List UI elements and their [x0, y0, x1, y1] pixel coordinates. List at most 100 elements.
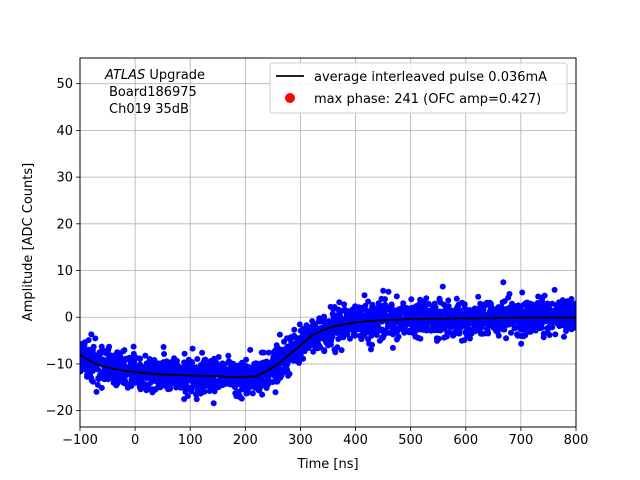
scatter-point [508, 329, 514, 336]
scatter-point [138, 377, 145, 384]
x-tick-label: 800 [564, 433, 589, 448]
scatter-point [456, 328, 463, 335]
scatter-point [208, 383, 215, 390]
scatter-point [92, 335, 99, 342]
scatter-point [193, 396, 200, 403]
scatter-point [445, 297, 452, 304]
scatter-points [80, 279, 576, 407]
scatter-point [379, 334, 386, 341]
scatter-point [331, 346, 338, 353]
scatter-point [272, 389, 279, 396]
scatter-point [400, 300, 407, 307]
scatter-point [510, 308, 517, 315]
scatter-point [210, 365, 217, 372]
scatter-point [539, 296, 546, 303]
scatter-point [520, 302, 527, 308]
scatter-point [540, 334, 547, 341]
scatter-point [149, 389, 156, 396]
scatter-point [222, 380, 229, 387]
scatter-point [189, 383, 196, 390]
scatter-point [215, 384, 222, 391]
scatter-point [408, 296, 415, 303]
scatter-point [572, 305, 576, 312]
scatter-point [436, 297, 443, 304]
scatter-point [201, 382, 208, 389]
scatter-point [160, 344, 167, 350]
board-label: Board186975 [109, 85, 197, 100]
scatter-point [356, 332, 363, 339]
scatter-point [143, 387, 150, 394]
scatter-point [188, 388, 195, 395]
x-axis-label: Time [ns] [296, 457, 358, 472]
scatter-point [93, 388, 100, 395]
scatter-point [522, 332, 529, 339]
scatter-point [174, 379, 181, 386]
scatter-point [88, 375, 95, 381]
scatter-point [313, 334, 320, 341]
scatter-point [258, 378, 265, 385]
scatter-point [225, 367, 232, 374]
scatter-point [428, 308, 435, 315]
scatter-point [568, 326, 575, 333]
scatter-point [205, 362, 212, 369]
channel-label: Ch019 35dB [109, 102, 189, 117]
scatter-point [561, 333, 567, 340]
scatter-point [185, 375, 192, 382]
scatter-point [290, 352, 297, 359]
scatter-point [80, 340, 85, 347]
legend-label-average: average interleaved pulse 0.036mA [314, 70, 547, 85]
scatter-point [556, 323, 563, 330]
scatter-point [88, 331, 95, 338]
scatter-point [464, 312, 471, 319]
scatter-point [199, 349, 206, 356]
scatter-point [568, 296, 575, 302]
scatter-point [375, 324, 382, 331]
scatter-point [157, 380, 164, 387]
scatter-point [380, 287, 387, 294]
scatter-point [538, 309, 545, 316]
scatter-point [234, 381, 240, 388]
legend-box [269, 62, 568, 114]
scatter-point [193, 378, 199, 385]
scatter-point [388, 301, 395, 308]
scatter-point [137, 382, 144, 389]
scatter-point [394, 308, 401, 315]
scatter-point [331, 319, 338, 326]
scatter-point [454, 319, 461, 326]
scatter-point [450, 332, 456, 339]
upgrade-label: Upgrade [145, 68, 205, 83]
scatter-point [485, 330, 492, 337]
scatter-point [335, 311, 342, 318]
scatter-point [369, 301, 376, 308]
scatter-point [237, 367, 244, 374]
scatter-point [105, 345, 112, 352]
scatter-point [250, 369, 257, 376]
scatter-point [458, 337, 465, 344]
scatter-point [277, 374, 284, 381]
scatter-point [227, 381, 234, 388]
scatter-point [547, 320, 554, 326]
scatter-point [189, 345, 196, 352]
scatter-point [551, 286, 558, 293]
scatter-point [411, 325, 418, 332]
scatter-point [561, 299, 568, 306]
scatter-point [231, 371, 238, 378]
scatter-point [133, 379, 140, 386]
scatter-point [529, 310, 536, 317]
scatter-point [549, 300, 556, 307]
scatter-point [258, 349, 265, 356]
scatter-point [280, 368, 287, 375]
scatter-point [519, 289, 526, 296]
x-tick-label: 0 [131, 433, 139, 448]
legend: average interleaved pulse 0.036mA max ph… [269, 62, 568, 114]
scatter-point [412, 333, 419, 340]
scatter-point [539, 319, 546, 326]
scatter-point [429, 322, 436, 329]
atlas-label: ATLAS [104, 68, 145, 83]
scatter-point [232, 390, 239, 397]
scatter-point [234, 362, 241, 369]
plot-frame [79, 57, 577, 428]
scatter-point [154, 384, 161, 391]
scatter-point [192, 365, 198, 372]
